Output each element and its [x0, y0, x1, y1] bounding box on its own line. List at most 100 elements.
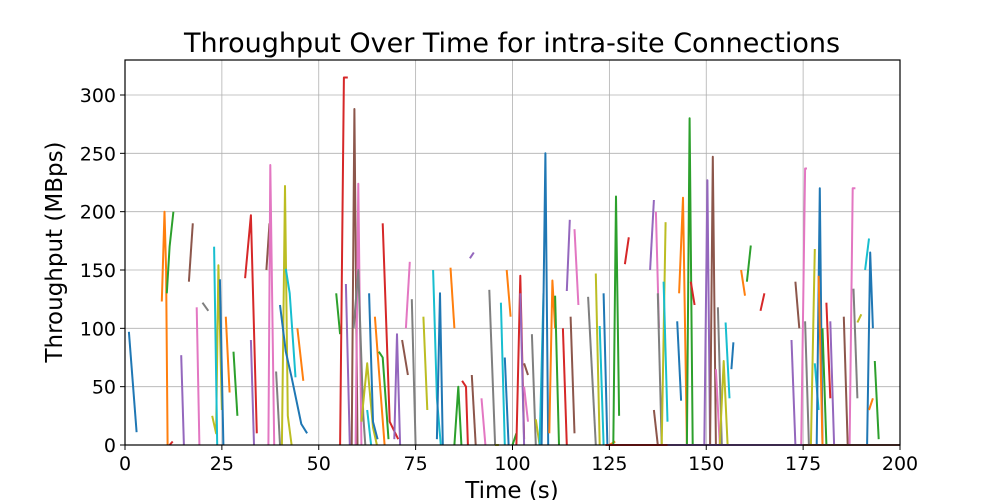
series-line-14 [244, 214, 258, 434]
series-line-107 [848, 187, 856, 446]
series-line-82 [678, 196, 688, 446]
series-line-25 [344, 283, 351, 446]
series-line-65 [565, 219, 571, 292]
series-line-90 [724, 322, 731, 399]
series-line-85 [703, 179, 712, 446]
series-line-91 [730, 342, 735, 370]
y-axis-label: Throughput (MBps) [42, 141, 68, 363]
series-line-63 [554, 295, 560, 446]
series-line-58 [530, 334, 537, 446]
series-line-38 [410, 299, 417, 446]
series-line-71 [602, 293, 609, 446]
series-line-94 [759, 293, 766, 312]
series-line-105 [829, 321, 836, 446]
series-line-1 [127, 331, 138, 433]
series-line-61 [540, 152, 550, 446]
series-line-29 [360, 362, 378, 446]
series-line-42 [449, 267, 456, 329]
x-tick-label: 150 [688, 453, 724, 475]
series-line-2 [160, 210, 169, 446]
series-line-93 [745, 245, 752, 282]
series-line-5 [180, 355, 185, 446]
series-line-62 [548, 279, 557, 434]
series-line-101 [815, 187, 824, 446]
series-line-36 [401, 339, 409, 376]
series-line-66 [569, 316, 576, 434]
series-line-112 [868, 397, 874, 411]
series-line-98 [804, 321, 810, 446]
series-line-79 [660, 222, 667, 446]
series-line-99 [809, 248, 816, 446]
series-line-24 [339, 76, 348, 446]
series-line-21 [279, 304, 308, 434]
series-line-52 [505, 269, 512, 317]
series-line-76 [652, 409, 659, 446]
series-line-46 [470, 374, 477, 446]
axis-ticks: 0 25 50 75 100 125 150 175 200 0 50 100 150 200 250 300 [80, 85, 918, 475]
series-line-67 [573, 229, 580, 306]
series-line-92 [740, 269, 746, 296]
series-line-8 [201, 302, 210, 312]
series-line-39 [422, 316, 429, 411]
series-line-6 [187, 223, 194, 282]
y-tick-label: 300 [80, 85, 116, 107]
series-line-80 [662, 281, 669, 422]
series-line-108 [852, 288, 859, 399]
series-line-20 [284, 268, 297, 378]
series-line-41 [435, 292, 444, 446]
series-line-43 [453, 385, 463, 446]
series-line-56 [523, 362, 529, 376]
series-line-48 [488, 289, 497, 446]
series-line-47 [480, 398, 487, 446]
series-line-31 [368, 293, 379, 440]
series-line-81 [676, 321, 683, 401]
y-tick-label: 150 [80, 260, 116, 282]
x-tick-label: 100 [494, 453, 530, 475]
series-line-106 [842, 316, 849, 446]
series-line-30 [366, 409, 373, 446]
series-line-28 [352, 269, 367, 446]
series-line-109 [856, 313, 863, 323]
series-line-97 [800, 167, 807, 446]
x-tick-label: 25 [210, 453, 234, 475]
y-tick-label: 250 [80, 143, 116, 165]
series-line-74 [623, 237, 630, 265]
series-line-84 [689, 281, 696, 306]
series-line-103 [821, 328, 828, 446]
series-line-12 [224, 316, 231, 393]
series-line-104 [825, 302, 832, 399]
series-line-110 [864, 238, 870, 271]
plot-area [127, 76, 900, 446]
series-line-96 [794, 281, 801, 329]
x-tick-label: 75 [404, 453, 428, 475]
series-line-86 [709, 155, 717, 446]
y-tick-label: 200 [80, 202, 116, 224]
series-line-64 [561, 328, 568, 446]
series-line-15 [249, 339, 255, 446]
x-axis-label: Time (s) [464, 478, 559, 500]
series-line-22 [296, 328, 305, 381]
x-tick-label: 175 [785, 453, 821, 475]
series-line-35 [393, 333, 402, 446]
series-line-70 [598, 325, 605, 446]
series-line-51 [503, 357, 510, 446]
series-line-37 [404, 261, 411, 329]
x-tick-label: 0 [119, 453, 131, 475]
x-tick-label: 200 [882, 453, 918, 475]
series-line-18 [275, 371, 281, 446]
series-line-111 [866, 251, 874, 446]
series-line-68 [587, 296, 597, 446]
series-line-75 [649, 199, 655, 271]
series-line-19 [280, 185, 293, 446]
series-line-69 [594, 273, 601, 446]
chart-title: Throughput Over Time for intra-site Conn… [183, 28, 840, 59]
series-line-95 [790, 339, 797, 446]
series-line-17 [267, 164, 276, 446]
series-line-89 [718, 360, 729, 446]
series-line-44 [461, 380, 469, 446]
series-line-57 [523, 386, 529, 422]
y-tick-label: 50 [92, 377, 116, 399]
series-line-87 [714, 369, 721, 446]
series-line-50 [499, 302, 506, 446]
